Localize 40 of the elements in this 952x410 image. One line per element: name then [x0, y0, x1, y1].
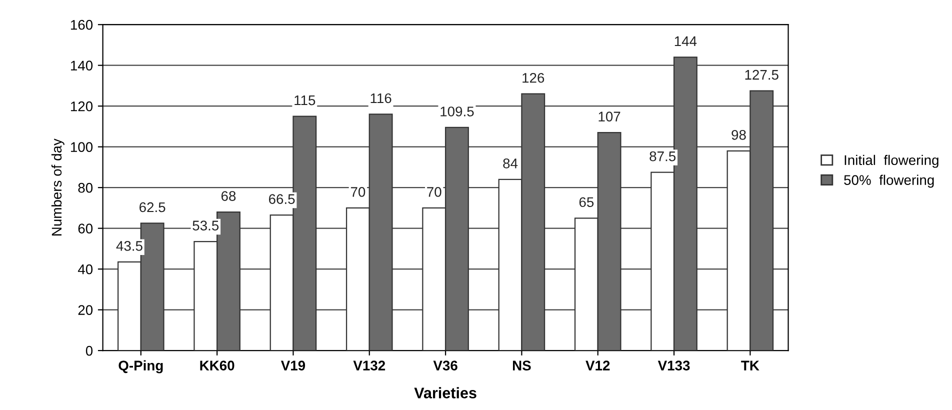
y-tick-label: 60 — [78, 224, 93, 234]
data-label: 70 — [427, 187, 442, 197]
legend-label: Initial flowering — [844, 154, 938, 168]
x-tick-label: V133 — [658, 360, 690, 370]
data-label: 109.5 — [440, 106, 474, 116]
y-tick-label: 80 — [78, 182, 93, 193]
y-tick-label: 120 — [70, 101, 93, 112]
x-axis-title: Varieties — [414, 387, 476, 398]
data-label: 65 — [579, 197, 594, 208]
data-label: 62.5 — [140, 202, 166, 212]
x-tick-label: KK60 — [200, 360, 234, 370]
y-tick-label: 0 — [86, 346, 93, 356]
y-tick-label: 140 — [70, 60, 93, 71]
x-tick-label: TK — [741, 360, 760, 370]
data-label: 66.5 — [268, 194, 295, 204]
data-label: 87.5 — [650, 151, 676, 162]
x-tick-label: V12 — [586, 360, 610, 370]
y-tick-label: 20 — [78, 305, 93, 315]
x-tick-label: V19 — [280, 360, 306, 370]
y-axis-title: Numbers of day — [51, 138, 64, 236]
legend-label: 50% flowering — [844, 174, 934, 188]
data-label: 98 — [732, 130, 746, 140]
data-label: 53.5 — [192, 220, 219, 230]
data-label: 70 — [350, 187, 366, 197]
y-tick-label: 100 — [70, 142, 93, 152]
x-tick-label: V132 — [353, 360, 386, 370]
x-tick-label: NS — [512, 360, 531, 370]
data-label: 68 — [221, 191, 236, 201]
x-tick-label: Q-Ping — [118, 360, 163, 374]
y-tick-label: 160 — [70, 20, 93, 30]
data-label: 84 — [503, 158, 518, 168]
data-label: 115 — [294, 96, 316, 106]
data-label: 126 — [522, 72, 544, 83]
data-label: 43.5 — [116, 241, 142, 251]
data-label: 127.5 — [745, 70, 778, 80]
data-label: 107 — [598, 112, 620, 122]
x-tick-label: V36 — [433, 360, 458, 370]
data-label: 116 — [370, 93, 392, 104]
y-tick-label: 40 — [78, 264, 93, 274]
data-label: 144 — [674, 36, 697, 46]
